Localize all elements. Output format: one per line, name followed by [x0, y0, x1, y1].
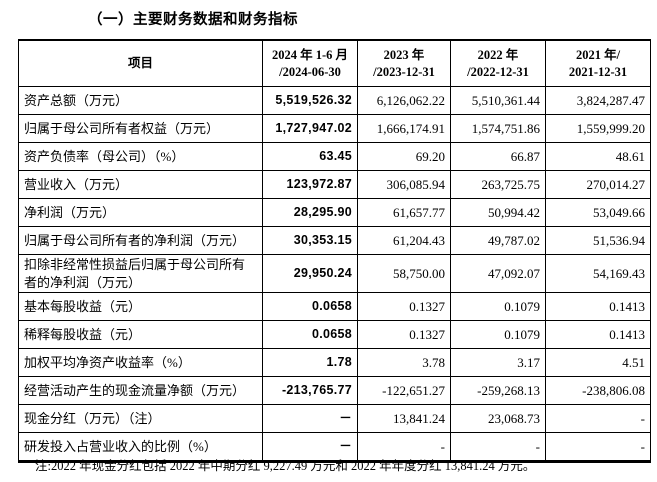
row-label: 归属于母公司所有者权益（万元） — [18, 114, 263, 143]
cell-value: 0.1327 — [357, 320, 451, 350]
cell-value: 23,068.73 — [450, 404, 546, 434]
cell-value: 6,126,062.22 — [357, 86, 451, 115]
cell-value: 48.61 — [545, 142, 651, 171]
table-row: 归属于母公司所有者的净利润（万元） 30,353.15 61,204.43 49,78… — [18, 226, 651, 255]
table-row: 研发投入占营业收入的比例（%）－ - - - — [18, 432, 651, 463]
column-header-2024: 2024 年 1-6 月 /2024-06-30 — [262, 39, 358, 87]
row-label: 稀释每股收益（元） — [18, 320, 263, 350]
cell-value: 306,085.94 — [357, 170, 451, 199]
cell-value: 0.1413 — [545, 320, 651, 350]
column-header-line1: 2024 年 1-6 月 — [271, 47, 349, 62]
cell-value: 3,824,287.47 — [545, 86, 651, 115]
row-label: 归属于母公司所有者的净利润（万元） — [18, 226, 263, 255]
cell-value: - — [545, 432, 651, 463]
row-label: 资产总额（万元） — [18, 86, 263, 115]
cell-value: 1,559,999.20 — [545, 114, 651, 143]
row-label: 资产负债率（母公司）（%） — [18, 142, 263, 171]
column-header-line1: 2023 年 — [383, 47, 425, 62]
cell-value: 0.0658 — [262, 292, 358, 322]
cell-value: -259,268.13 — [450, 376, 546, 406]
column-header-2023: 2023 年 /2023-12-31 — [357, 39, 451, 87]
cell-value: -122,651.27 — [357, 376, 451, 406]
cell-value: 53,049.66 — [545, 198, 651, 227]
cell-value: 63.45 — [262, 142, 358, 171]
table-row: 营业收入（万元） 123,972.87 306,085.94 263,725.75 27… — [18, 170, 651, 199]
table-row: 加权平均净资产收益率（%） 1.78 3.78 3.17 4.51 — [18, 348, 651, 378]
cell-value: 28,295.90 — [262, 198, 358, 227]
cell-value: 5,519,526.32 — [262, 86, 358, 115]
row-label: 扣除非经常性损益后归属于母公司所有者的净利润（万元） — [18, 253, 263, 294]
financial-table: 项目 2024 年 1-6 月 /2024-06-30 2023 年 /2023… — [18, 39, 651, 464]
cell-value: 61,657.77 — [357, 198, 451, 227]
column-header-line2: /2023-12-31 — [373, 64, 435, 79]
column-header-line2: /2022-12-31 — [467, 64, 529, 79]
column-header-2022: 2022 年 /2022-12-31 — [450, 39, 546, 87]
cell-value: 0.0658 — [262, 320, 358, 350]
table-row: 基本每股收益（元） 0.0658 0.1327 0.1079 0.1413 — [18, 292, 651, 322]
cell-value: 0.1079 — [450, 292, 546, 322]
cell-value: 47,092.07 — [450, 253, 546, 294]
column-header-line2: 2021-12-31 — [568, 64, 628, 79]
cell-value: 13,841.24 — [357, 404, 451, 434]
table-body: 资产总额（万元） 5,519,526.32 6,126,062.22 5,510,36… — [18, 86, 651, 463]
cell-value: 30,353.15 — [262, 226, 358, 255]
table-row: 扣除非经常性损益后归属于母公司所有者的净利润（万元） 29,950.24 58,75… — [18, 253, 651, 294]
row-label: 基本每股收益（元） — [18, 292, 263, 322]
cell-value: 29,950.24 — [262, 253, 358, 294]
cell-value: 0.1413 — [545, 292, 651, 322]
cell-value: 1,727,947.02 — [262, 114, 358, 143]
cell-value: 0.1327 — [357, 292, 451, 322]
table-row: 资产负债率（母公司）（%） 63.45 69.20 66.87 48.61 — [18, 142, 651, 171]
row-label: 现金分红（万元）（注） — [18, 404, 263, 434]
cell-value: - — [450, 432, 546, 463]
cell-value: 1,666,174.91 — [357, 114, 451, 143]
page-title: （一）主要财务数据和财务指标 — [88, 12, 298, 28]
cell-value: 4.51 — [545, 348, 651, 378]
cell-value: 51,536.94 — [545, 226, 651, 255]
table-header-row: 项目 2024 年 1-6 月 /2024-06-30 2023 年 /2023… — [18, 39, 651, 87]
column-header-2021: 2021 年/ 2021-12-31 — [545, 39, 651, 87]
cell-value: 58,750.00 — [357, 253, 451, 294]
cell-value: － — [262, 404, 358, 434]
cell-value: 66.87 — [450, 142, 546, 171]
row-label: 加权平均净资产收益率（%） — [18, 348, 263, 378]
cell-value: 123,972.87 — [262, 170, 358, 199]
row-label: 经营活动产生的现金流量净额（万元） — [18, 376, 263, 406]
table-row: 净利润（万元） 28,295.90 61,657.77 50,994.42 53,049… — [18, 198, 651, 227]
cell-value: 3.17 — [450, 348, 546, 378]
cell-value: 270,014.27 — [545, 170, 651, 199]
row-label: 净利润（万元） — [18, 198, 263, 227]
table-row: 经营活动产生的现金流量净额（万元） -213,765.77 -122,651.27-… — [18, 376, 651, 406]
cell-value: -238,806.08 — [545, 376, 651, 406]
cell-value: 69.20 — [357, 142, 451, 171]
cell-value: 0.1079 — [450, 320, 546, 350]
cell-value: -213,765.77 — [262, 376, 358, 406]
cell-value: 1,574,751.86 — [450, 114, 546, 143]
cell-value: 49,787.02 — [450, 226, 546, 255]
row-label: 研发投入占营业收入的比例（%） — [18, 432, 263, 463]
table-row: 归属于母公司所有者权益（万元） 1,727,947.02 1,666,174.91 1… — [18, 114, 651, 143]
cell-value: 50,994.42 — [450, 198, 546, 227]
cell-value: － — [262, 432, 358, 463]
column-header-line2: /2024-06-30 — [279, 64, 341, 79]
column-header-label: 项目 — [127, 56, 153, 71]
table-row: 稀释每股收益（元） 0.0658 0.1327 0.1079 0.1413 — [18, 320, 651, 350]
column-header-line1: 2022 年 — [477, 47, 519, 62]
column-header-line1: 2021 年/ — [575, 47, 621, 62]
cell-value: 61,204.43 — [357, 226, 451, 255]
cell-value: 5,510,361.44 — [450, 86, 546, 115]
cell-value: - — [545, 404, 651, 434]
column-header-item: 项目 — [18, 39, 263, 87]
cell-value: 54,169.43 — [545, 253, 651, 294]
row-label: 营业收入（万元） — [18, 170, 263, 199]
footnote: 注:2022 年现金分红包括 2022 年中期分红 9,227.49 万元和 2… — [35, 459, 536, 473]
cell-value: 263,725.75 — [450, 170, 546, 199]
cell-value: 1.78 — [262, 348, 358, 378]
table-row: 资产总额（万元） 5,519,526.32 6,126,062.22 5,510,36… — [18, 86, 651, 115]
cell-value: 3.78 — [357, 348, 451, 378]
table-row: 现金分红（万元）（注）－ 13,841.24 23,068.73- — [18, 404, 651, 434]
